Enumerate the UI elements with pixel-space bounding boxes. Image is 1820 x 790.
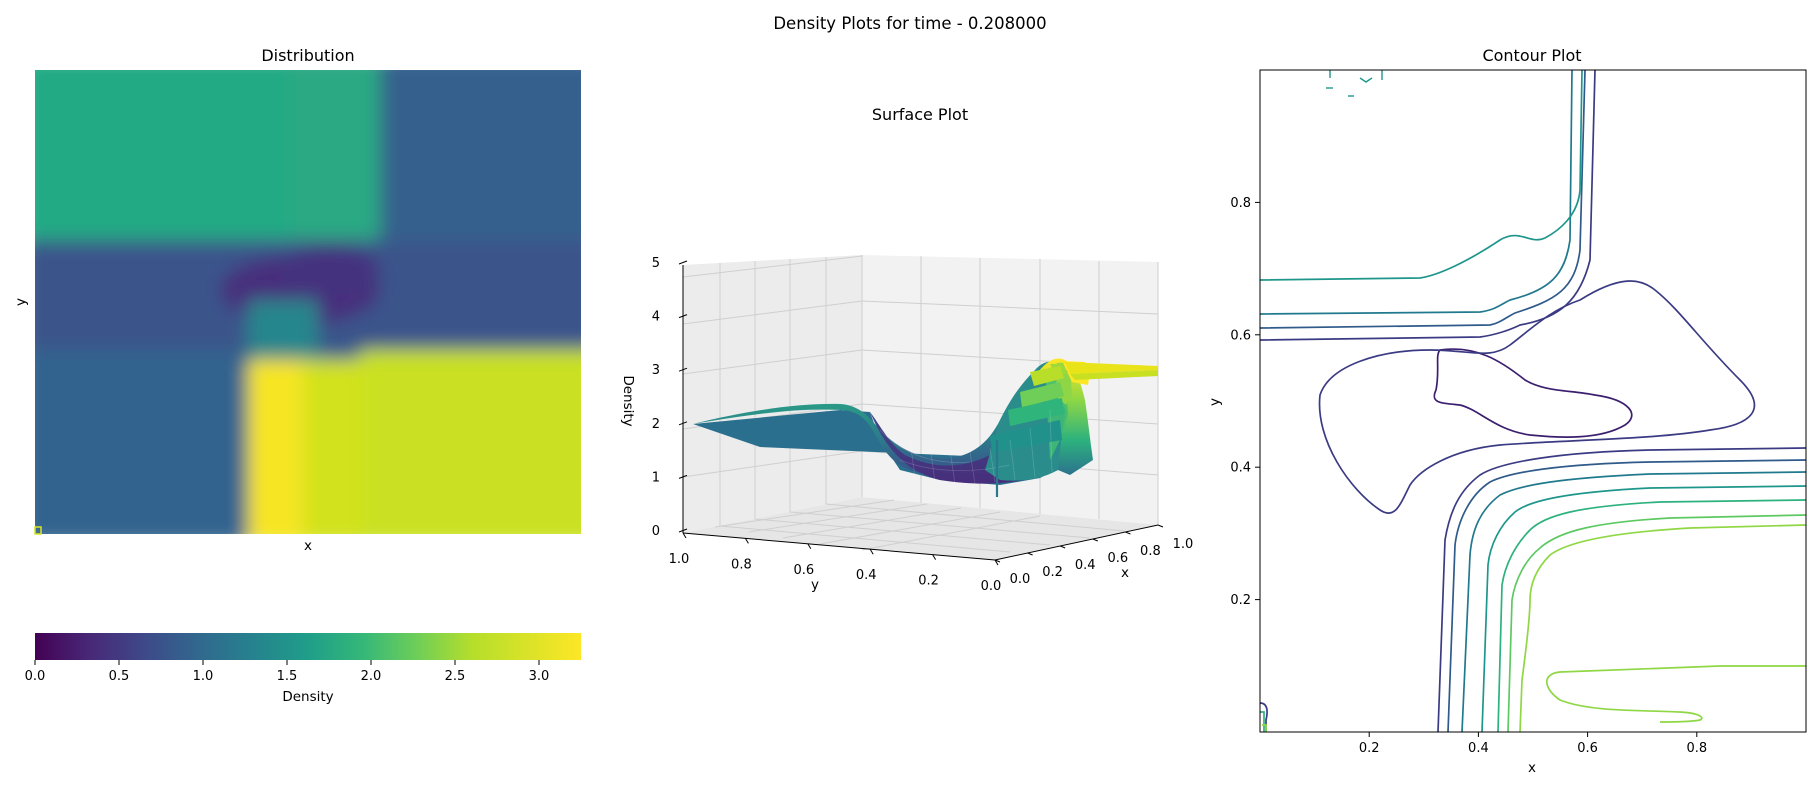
surface-ztick-label: 0 [652, 524, 660, 539]
contour-plot-area [1260, 70, 1806, 732]
heatmap-ylabel: y [13, 298, 29, 306]
surface-ytick-mark [807, 543, 812, 550]
surface-ytick-label: 0.8 [731, 557, 752, 572]
surface-side-pane [683, 255, 862, 533]
surface-xtick-label: 0.0 [1010, 572, 1031, 587]
contour-frame [1259, 69, 1807, 733]
colorbar-tick-label: 2.0 [361, 669, 382, 684]
surface-xtick-mark [1092, 538, 1098, 542]
colorbar-label: Density [282, 689, 333, 705]
surface-xtick-mark [1027, 552, 1033, 556]
contour-ytick-label: 0.4 [1230, 461, 1251, 476]
surface-ytick-label: 1.0 [669, 552, 690, 567]
surface-xtick-label: 0.2 [1042, 565, 1063, 580]
contour-lines [1259, 69, 1807, 733]
surface-ztick-mark [678, 367, 688, 372]
surface-back-pane [862, 255, 1158, 525]
colorbar-tick-label: 3.0 [529, 669, 550, 684]
surface-ticks: 0 1 2 3 4 5 1.0 0.8 0.6 0.4 0.2 0.0 0.0 0.2 0.4 0.6 0.8 1… [652, 256, 1194, 594]
heatmap-image [35, 70, 581, 534]
surface-ytick-label: 0.2 [918, 574, 939, 589]
contour-ytick-label: 0.2 [1230, 593, 1251, 608]
figure-suptitle: Density Plots for time - 0.208000 [773, 14, 1046, 33]
heatmap-corner-marker [34, 526, 42, 535]
colorbar-tick-label: 1.5 [277, 669, 298, 684]
surface-ytick-mark [994, 559, 999, 566]
surface-ztick-mark [678, 528, 688, 533]
contour-xlabel: x [1528, 760, 1536, 776]
surface-ytick-mark [744, 538, 749, 544]
surface-ylabel: y [811, 577, 819, 593]
contour-xtick-label: 0.2 [1359, 741, 1380, 756]
contour-panel: Contour Plot [1207, 46, 1807, 776]
contour-ytick-label: 0.8 [1230, 196, 1251, 211]
surface-xtick-label: 0.6 [1107, 551, 1128, 566]
contour-line-level-0.9 [1318, 280, 1756, 514]
colorbar-tick-label: 2.5 [445, 669, 466, 684]
colorbar-tick-label: 1.0 [193, 669, 214, 684]
contour-ytick-label: 0.6 [1230, 328, 1251, 343]
contour-title: Contour Plot [1482, 46, 1581, 65]
surface-xtick-label: 0.4 [1075, 558, 1096, 573]
surface-xtick-mark [1125, 531, 1131, 535]
contour-line-level-0.6 [1433, 348, 1633, 438]
surface-zlabel: Density [620, 375, 636, 426]
surface-ztick-mark [678, 260, 688, 265]
heatmap-title: Distribution [261, 46, 354, 65]
surface-title: Surface Plot [872, 105, 968, 124]
surface-xlabel: x [1121, 565, 1129, 581]
surface-ytick-mark [869, 548, 874, 555]
surface-axes [682, 265, 1159, 561]
surface-ytick-label: 0.6 [793, 563, 814, 578]
colorbar-tick-label: 0.5 [109, 669, 130, 684]
surface-xtick-label: 1.0 [1173, 537, 1194, 552]
surface-ytick-label: 0.4 [856, 568, 877, 583]
surface-ztick-mark [678, 474, 688, 479]
heatmap-panel: Distribution x y 0.0 0.5 1.0 1.5 2.0 2.5 3.0 D… [13, 46, 581, 705]
surface-xtick-mark [994, 559, 1001, 563]
contour-xtick-label: 0.6 [1577, 741, 1598, 756]
contour-xtick-label: 0.4 [1468, 741, 1489, 756]
surface-ytick-label: 0.0 [981, 579, 1002, 594]
surface-ztick-mark [678, 421, 688, 426]
surface-ztick-label: 4 [652, 310, 660, 325]
surface-ztick-label: 3 [652, 363, 660, 378]
contour-xtick-label: 0.8 [1686, 741, 1707, 756]
surface-panel: Surface Plot [620, 105, 1193, 594]
contour-ticks: 0.2 0.4 0.6 0.8 0.2 0.4 0.6 0.8 [1230, 196, 1707, 756]
colorbar-tick-label: 0.0 [25, 669, 46, 684]
colorbar [35, 633, 581, 660]
surface-ytick-mark [682, 532, 687, 539]
surface-mesh [692, 358, 1158, 497]
contour-ylabel: y [1207, 398, 1223, 406]
surface-ztick-mark [678, 314, 688, 319]
surface-ztick-label: 1 [652, 470, 660, 485]
heatmap-xlabel: x [304, 538, 312, 554]
surface-xtick-label: 0.8 [1140, 544, 1161, 559]
surface-ztick-label: 2 [652, 417, 660, 432]
colorbar-ticks: 0.0 0.5 1.0 1.5 2.0 2.5 3.0 [25, 660, 550, 684]
surface-ztick-label: 5 [652, 256, 660, 271]
surface-xtick-mark [1060, 545, 1066, 549]
surface-ytick-mark [932, 554, 937, 560]
surface-xtick-mark [1157, 524, 1164, 528]
